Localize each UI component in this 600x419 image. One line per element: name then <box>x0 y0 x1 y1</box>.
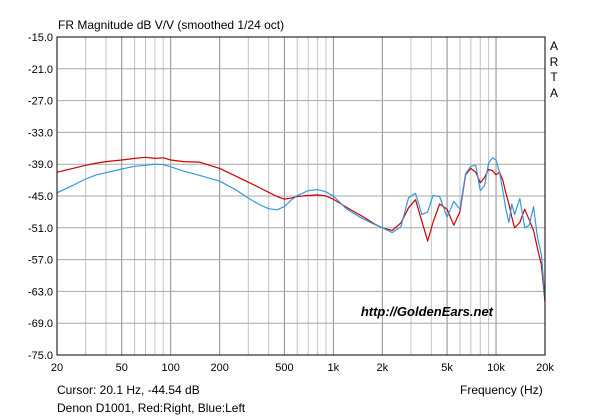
x-tick-label: 2k <box>377 362 389 374</box>
arta-letter: T <box>550 70 558 84</box>
arta-letter: A <box>549 85 558 100</box>
y-tick-label: -45.0 <box>28 191 53 203</box>
plot-frame <box>56 36 546 356</box>
y-tick-label: -63.0 <box>28 286 53 298</box>
x-tick-label: 20 <box>51 362 63 374</box>
arta-letter: R <box>549 54 559 69</box>
y-tick-label: -69.0 <box>28 318 53 330</box>
y-axis-tick-labels: -15.0 -21.0 -27.0 -33.0 -39.0 -45.0 -51.0 -57.0… <box>28 32 53 362</box>
series-line-right <box>56 156 546 303</box>
y-tick-label: -51.0 <box>28 223 53 235</box>
grid-lines <box>56 36 546 356</box>
arta-side-label: A R T A <box>548 39 560 101</box>
x-axis-tick-labels: 20 50 100 200 500 1k 2k 5k 10k 20k <box>51 362 554 374</box>
cursor-readout: Cursor: 20.1 Hz, -44.54 dB <box>57 383 200 397</box>
y-tick-label: -27.0 <box>28 96 53 108</box>
chart-title: FR Magnitude dB V/V (smoothed 1/24 oct) <box>58 18 285 32</box>
measurement-info: Denon D1001, Red:Right, Blue:Left <box>57 401 246 415</box>
data-series <box>56 156 546 303</box>
y-tick-label: -39.0 <box>28 159 53 171</box>
y-tick-label: -57.0 <box>28 255 53 267</box>
x-tick-label: 200 <box>210 362 228 374</box>
y-tick-label: -21.0 <box>28 64 53 76</box>
arta-letter: A <box>549 39 558 53</box>
x-tick-label: 500 <box>275 362 293 374</box>
x-axis-label: Frequency (Hz) <box>460 383 543 397</box>
y-tick-label: -15.0 <box>28 32 53 44</box>
x-tick-label: 1k <box>328 362 340 374</box>
x-tick-label: 20k <box>536 362 554 374</box>
x-tick-label: 50 <box>116 362 128 374</box>
x-tick-label: 5k <box>441 362 453 374</box>
x-tick-label: 100 <box>162 362 180 374</box>
y-tick-label: -33.0 <box>28 127 53 139</box>
series-line-left <box>56 157 546 300</box>
x-tick-label: 10k <box>487 362 505 374</box>
y-tick-label: -75.0 <box>28 350 53 362</box>
watermark-text: http://GoldenEars.net <box>361 304 494 319</box>
